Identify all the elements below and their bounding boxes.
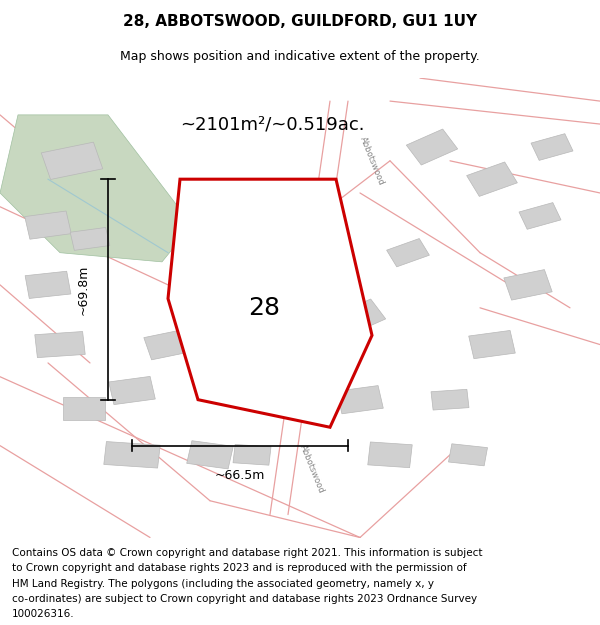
Polygon shape xyxy=(25,211,71,239)
Polygon shape xyxy=(531,134,573,161)
Polygon shape xyxy=(406,129,458,165)
Text: ~2101m²/~0.519ac.: ~2101m²/~0.519ac. xyxy=(180,115,365,133)
Polygon shape xyxy=(290,239,334,267)
Text: Map shows position and indicative extent of the property.: Map shows position and indicative extent… xyxy=(120,50,480,62)
Text: ~69.8m: ~69.8m xyxy=(77,264,90,314)
Polygon shape xyxy=(368,442,412,468)
Text: Abbotswood: Abbotswood xyxy=(358,135,386,186)
Polygon shape xyxy=(469,331,515,359)
Polygon shape xyxy=(35,331,85,357)
Polygon shape xyxy=(144,329,192,360)
Polygon shape xyxy=(519,202,561,229)
Polygon shape xyxy=(0,115,192,262)
Polygon shape xyxy=(334,299,386,335)
Polygon shape xyxy=(109,376,155,404)
Text: 28, ABBOTSWOOD, GUILDFORD, GU1 1UY: 28, ABBOTSWOOD, GUILDFORD, GU1 1UY xyxy=(123,14,477,29)
Text: ~66.5m: ~66.5m xyxy=(215,469,265,482)
Polygon shape xyxy=(104,442,160,468)
Polygon shape xyxy=(41,142,103,179)
Text: co-ordinates) are subject to Crown copyright and database rights 2023 Ordnance S: co-ordinates) are subject to Crown copyr… xyxy=(12,594,477,604)
Text: HM Land Registry. The polygons (including the associated geometry, namely x, y: HM Land Registry. The polygons (includin… xyxy=(12,579,434,589)
Text: Abbotswood: Abbotswood xyxy=(322,282,350,334)
Polygon shape xyxy=(467,162,517,196)
Polygon shape xyxy=(63,398,105,421)
Polygon shape xyxy=(233,444,271,465)
Polygon shape xyxy=(504,269,552,300)
Polygon shape xyxy=(168,179,372,428)
Text: 100026316.: 100026316. xyxy=(12,609,74,619)
Polygon shape xyxy=(337,386,383,414)
Polygon shape xyxy=(70,228,110,251)
Polygon shape xyxy=(187,441,233,469)
Text: Abbotswood: Abbotswood xyxy=(298,443,326,494)
Polygon shape xyxy=(267,304,309,331)
Text: to Crown copyright and database rights 2023 and is reproduced with the permissio: to Crown copyright and database rights 2… xyxy=(12,563,467,573)
Polygon shape xyxy=(449,444,487,466)
Polygon shape xyxy=(431,389,469,410)
Text: 28: 28 xyxy=(248,296,280,320)
Polygon shape xyxy=(386,239,430,267)
Polygon shape xyxy=(25,271,71,299)
Text: Contains OS data © Crown copyright and database right 2021. This information is : Contains OS data © Crown copyright and d… xyxy=(12,548,482,558)
